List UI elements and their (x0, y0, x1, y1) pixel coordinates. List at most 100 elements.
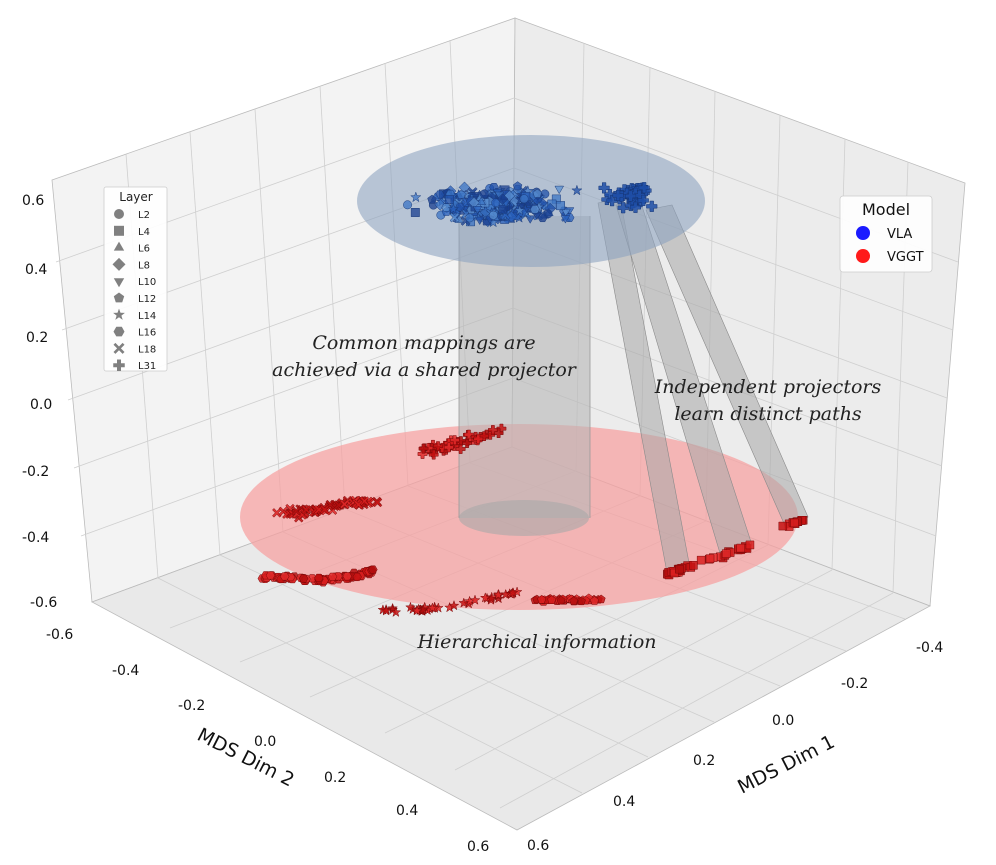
legend-label-l4: L4 (138, 227, 150, 238)
y-axis-label: MDS Dim 2 (194, 724, 298, 792)
vggt-point (569, 596, 579, 605)
vla-point (470, 192, 481, 201)
vla-point (455, 202, 465, 212)
y-tick: 0.4 (396, 803, 418, 819)
vla-point (479, 189, 489, 199)
shared-projector-cylinder (458, 216, 591, 536)
vggt-point (479, 592, 491, 603)
x-tick: 0.0 (772, 713, 794, 729)
x-tick: -0.4 (916, 640, 943, 656)
vla-point (427, 194, 437, 204)
vggt-point (327, 572, 338, 581)
legend-marker-l31 (113, 359, 125, 371)
y-tick: 0.0 (254, 734, 276, 750)
legend-label-l14: L14 (138, 311, 156, 322)
vla-point (491, 198, 501, 208)
vggt-point (314, 573, 324, 582)
y-tick: 0.2 (324, 770, 346, 786)
legend-marker-l8 (112, 257, 126, 271)
z-axis-ticks: 0.6 0.4 0.2 0.0 -0.2 -0.4 -0.6 (22, 193, 57, 611)
vggt-legend-marker (856, 249, 870, 263)
vla-point (488, 210, 498, 220)
vggt-points (257, 423, 808, 618)
vla-point (525, 215, 536, 224)
vla-point (444, 194, 454, 204)
legend-label-l16: L16 (138, 328, 156, 339)
vggt-point (448, 599, 460, 611)
vla-point (532, 188, 542, 198)
annotation-shared-line2: achieved via a shared projector (272, 359, 578, 381)
vla-point (474, 216, 485, 226)
annotation-hierarchical: Hierarchical information (416, 631, 656, 653)
vggt-point (380, 605, 392, 616)
vla-point-l31 (629, 201, 642, 213)
vla-point (456, 189, 466, 199)
vla-point (472, 206, 483, 215)
legend-label-l10: L10 (138, 277, 156, 288)
vggt-point (689, 561, 698, 570)
y-tick: -0.4 (112, 663, 139, 679)
legend-label-l31: L31 (138, 361, 156, 372)
y-tick: -0.6 (46, 627, 73, 643)
legend-marker-l10 (113, 278, 125, 288)
vggt-point (433, 441, 443, 451)
vggt-point (291, 506, 301, 516)
vla-point (554, 185, 565, 195)
legend-marker-l12 (113, 292, 125, 303)
x-tick: -0.2 (841, 676, 868, 692)
vggt-point (469, 594, 481, 605)
legend-marker-l18 (113, 342, 125, 354)
vla-point (496, 193, 509, 205)
legend-marker-l4 (114, 225, 124, 236)
vla-point (556, 201, 566, 211)
vggt-point (537, 594, 547, 604)
vggt-point (488, 425, 498, 435)
vla-point-l31 (637, 194, 649, 206)
y-tick: 0.6 (467, 839, 489, 855)
vla-point-l31 (617, 202, 629, 214)
vla-point (519, 194, 529, 204)
vla-point (449, 212, 460, 223)
vla-point-l31 (646, 200, 658, 212)
vggt-point (301, 504, 311, 515)
vggt-point (298, 574, 309, 583)
vggt-point (590, 596, 599, 605)
vggt-point (556, 595, 566, 605)
vla-legend-marker (856, 226, 870, 240)
vggt-point (353, 499, 364, 510)
legend-marker-l6 (113, 241, 125, 251)
x-tick: 0.6 (527, 838, 549, 854)
vggt-point (342, 572, 352, 581)
vggt-point (372, 497, 383, 508)
annotation-independent-line2: learn distinct paths (674, 403, 862, 425)
vggt-point (675, 564, 684, 574)
vggt-point (418, 443, 429, 454)
z-tick: 0.4 (25, 262, 47, 278)
z-tick: -0.6 (30, 595, 57, 611)
vggt-point (411, 605, 423, 616)
legend-marker-l14 (113, 308, 125, 320)
vggt-point (507, 587, 519, 598)
z-tick: 0.2 (26, 330, 48, 346)
vla-point (447, 203, 460, 215)
legend-label-l2: L2 (138, 210, 150, 221)
vggt-point (339, 499, 350, 509)
vggt-point (443, 442, 454, 453)
z-tick: 0.0 (30, 397, 52, 413)
vla-point (503, 190, 516, 202)
vggt-point (778, 521, 788, 531)
vggt-point (500, 588, 512, 600)
vla-point-l31 (612, 189, 624, 201)
vggt-point (426, 602, 438, 613)
vla-point (571, 184, 583, 196)
vla-legend-label: VLA (887, 227, 912, 242)
vla-point (513, 204, 526, 216)
vla-point (410, 191, 422, 203)
legend-marker-l16 (113, 326, 125, 337)
vla-point (410, 208, 420, 217)
layer-legend: Layer L2 L4 L6 L8 L10 L12 L14 L16 L18 L31 (103, 186, 168, 372)
vggt-point (265, 571, 276, 580)
z-tick: 0.6 (22, 193, 44, 209)
legend-label-l6: L6 (138, 244, 150, 255)
